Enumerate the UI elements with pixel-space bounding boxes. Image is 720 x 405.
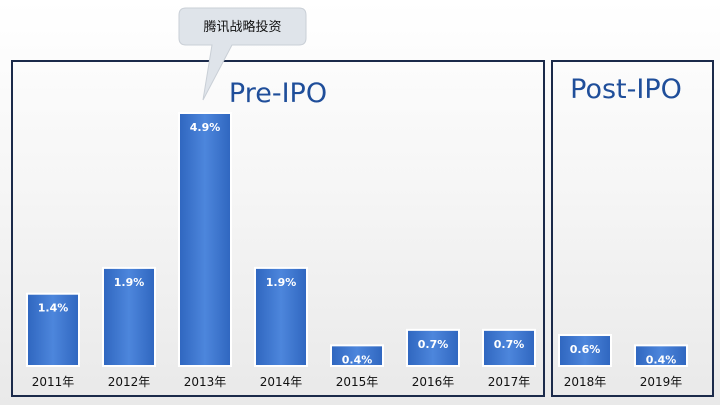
bar-value-label-1: 1.9% — [114, 276, 145, 289]
bar-value-label-3: 1.9% — [266, 276, 297, 289]
annotation-callout: 腾讯战略投资 — [178, 7, 307, 101]
panels-layer: Pre-IPO Post-IPO — [11, 60, 714, 397]
panel-title-post-ipo: Post-IPO — [570, 74, 682, 105]
x-tick-label-1: 2012年 — [108, 375, 151, 389]
bar-1 — [102, 266, 156, 367]
bar-value-label-6: 0.7% — [494, 338, 525, 351]
bar-5 — [406, 328, 460, 368]
x-tick-label-0: 2011年 — [32, 375, 75, 389]
bar-value-label-0: 1.4% — [38, 302, 69, 315]
x-tick-label-3: 2014年 — [260, 375, 303, 389]
x-tick-label-2: 2013年 — [184, 375, 227, 389]
bar-6 — [482, 328, 536, 368]
bar-value-label-2: 4.9% — [190, 121, 221, 134]
panel-title-pre-ipo: Pre-IPO — [229, 78, 327, 109]
bar-3 — [254, 266, 308, 367]
bar-value-label-5: 0.7% — [418, 338, 449, 351]
x-tick-label-6: 2017年 — [488, 375, 531, 389]
bar-4 — [330, 344, 384, 367]
x-tick-label-4: 2015年 — [336, 375, 379, 389]
x-tick-label-8: 2019年 — [640, 375, 683, 389]
bar-value-label-7: 0.6% — [570, 343, 601, 356]
panel-frame-pre-ipo — [11, 60, 545, 397]
x-tick-label-5: 2016年 — [412, 375, 455, 389]
x-tick-label-7: 2018年 — [564, 375, 607, 389]
bar-value-label-8: 0.4% — [646, 353, 677, 366]
bar-2 — [178, 112, 232, 367]
panel-frame-post-ipo — [551, 60, 714, 397]
callout-text: 腾讯战略投资 — [203, 19, 281, 35]
bar-7 — [558, 334, 612, 368]
callout-bubble — [178, 7, 307, 101]
bar-0 — [26, 292, 80, 368]
bar-value-label-4: 0.4% — [342, 353, 373, 366]
bars-layer: 1.4% 2011年 1.9% 2012年 4.9% 2013年 1.9% 2014年 0.4%… — [26, 112, 688, 389]
bar-8 — [634, 344, 688, 367]
